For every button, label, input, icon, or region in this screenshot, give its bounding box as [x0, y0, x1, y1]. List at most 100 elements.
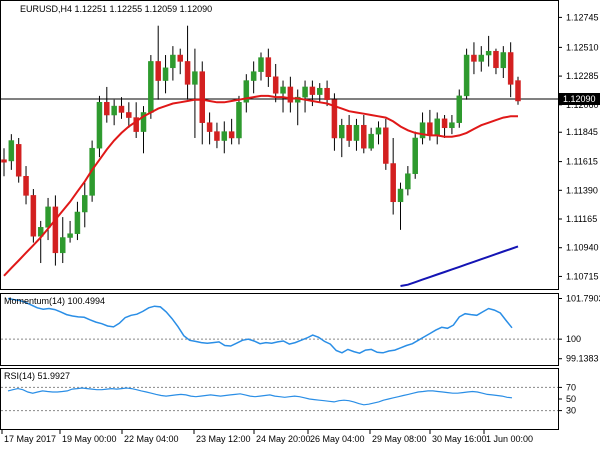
candle-bullish [478, 54, 485, 62]
price-panel-frame [0, 0, 559, 290]
candle-bearish [265, 57, 272, 77]
candle-bearish [287, 86, 294, 103]
candle-bullish [500, 52, 507, 69]
candle-bullish [412, 137, 418, 174]
time-tick-label: 19 May 00:00 [62, 434, 117, 444]
price-tick-label: 1.10715 [566, 271, 599, 281]
price-tag-box [559, 93, 600, 105]
candle-bearish [214, 131, 220, 141]
candle-bullish [419, 122, 426, 139]
candle-bearish [15, 144, 22, 177]
time-tick-label: 23 May 12:00 [196, 434, 251, 444]
price-tag-label: 1.12090 [563, 94, 596, 104]
time-tick-label: 17 May 2017 [4, 434, 56, 444]
candle-bearish [52, 206, 59, 254]
candle-bearish [126, 112, 132, 118]
candle-bearish [324, 87, 330, 100]
candle-bearish [441, 118, 448, 129]
rsi-axis: 70 50 30 [558, 382, 576, 416]
candle-bearish [471, 54, 477, 62]
candle-bearish [383, 127, 389, 164]
candle-bearish [133, 117, 139, 132]
price-axis: 1.127451.125101.122851.120601.118451.116… [558, 12, 599, 281]
candle-bullish [89, 147, 95, 196]
candle-bullish [375, 127, 382, 135]
candle-bullish [456, 95, 463, 123]
rsi-line [7, 387, 513, 406]
candle-bullish [82, 195, 88, 213]
price-tick-label: 1.12510 [566, 42, 599, 52]
candle-bullish [485, 50, 492, 56]
candle-bearish [1, 159, 7, 163]
candle-bullish [302, 86, 308, 98]
candle-bearish [493, 50, 499, 69]
rsi-panel[interactable]: RSI(14) 51.9927 70 50 30 [0, 368, 577, 430]
price-tick-label: 1.11615 [566, 157, 598, 167]
price-panel-title: EURUSD,H4 1.12251 1.12255 1.12059 1.1209… [20, 4, 212, 14]
price-panel[interactable]: EURUSD,H4 1.12251 1.12255 1.12059 1.1209… [0, 0, 600, 290]
candle-bullish [258, 57, 264, 72]
rsi-tick-label: 50 [566, 394, 576, 404]
price-tick-label: 1.12285 [566, 71, 599, 81]
candle-bearish [30, 195, 37, 237]
price-tick-label: 1.11165 [566, 214, 597, 224]
candle-bullish [243, 80, 250, 103]
candle-bearish [199, 71, 206, 123]
rsi-tick-label: 70 [566, 382, 576, 392]
candle-bullish [434, 118, 440, 136]
rsi-tick-label: 30 [566, 406, 576, 416]
candle-bullish [192, 71, 198, 85]
candle-bullish [148, 61, 154, 113]
candle-bullish [397, 188, 404, 203]
candle-bearish [155, 61, 161, 81]
time-tick-label: 24 May 20:00 [256, 434, 311, 444]
moving-average-fast-line [3, 94, 518, 277]
momentum-tick-label: 99.1383 [566, 354, 599, 364]
candle-bullish [8, 140, 15, 162]
time-tick-label: 30 May 16:00 [432, 434, 487, 444]
price-tick-label: 1.12745 [566, 12, 599, 22]
candle-bearish [184, 61, 191, 85]
candle-bearish [427, 122, 433, 136]
candle-bullish [96, 102, 103, 149]
moving-average-slow-line [400, 245, 519, 287]
candle-bullish [140, 112, 147, 132]
momentum-title: Momentum(14) 100.4994 [4, 296, 105, 306]
price-tick-label: 1.11390 [566, 185, 598, 195]
candle-bullish [170, 54, 176, 69]
time-axis: 17 May 2017 19 May 00:00 22 May 04:00 23 Ma… [1, 430, 533, 444]
rsi-title: RSI(14) 51.9927 [4, 371, 70, 381]
candle-bearish [118, 105, 125, 113]
time-tick-label: 22 May 04:00 [124, 434, 179, 444]
candle-bearish [104, 102, 110, 116]
candle-bullish [67, 233, 73, 238]
price-tick-label: 1.10940 [566, 243, 599, 253]
candle-bearish [515, 80, 521, 102]
candle-bullish [353, 124, 360, 141]
candle-bullish [250, 71, 257, 81]
candle-bullish [45, 206, 51, 228]
time-tick-label: 1 Jun 00:00 [486, 434, 533, 444]
candle-bullish [449, 122, 455, 129]
momentum-tick-label: 101.7903 [566, 293, 600, 303]
rsi-panel-frame [0, 368, 559, 430]
candle-bearish [309, 86, 316, 95]
candle-bullish [236, 102, 242, 139]
momentum-panel-frame [0, 293, 559, 366]
candle-bearish [228, 131, 235, 139]
candle-bullish [339, 124, 345, 139]
candle-bearish [206, 122, 213, 132]
candle-bearish [346, 124, 352, 141]
time-tick-label: 26 May 04:00 [310, 434, 365, 444]
momentum-panel[interactable]: Momentum(14) 100.4994 101.7903 100 99.1383 [0, 293, 600, 366]
candle-bullish [463, 54, 470, 97]
candle-bullish [405, 173, 411, 190]
momentum-line [7, 297, 513, 355]
candle-bearish [390, 163, 396, 203]
candle-bearish [331, 99, 338, 139]
candle-bullish [74, 211, 81, 234]
candle-bullish [162, 67, 169, 81]
candle-bearish [507, 52, 514, 85]
time-tick-label: 29 May 08:00 [372, 434, 427, 444]
